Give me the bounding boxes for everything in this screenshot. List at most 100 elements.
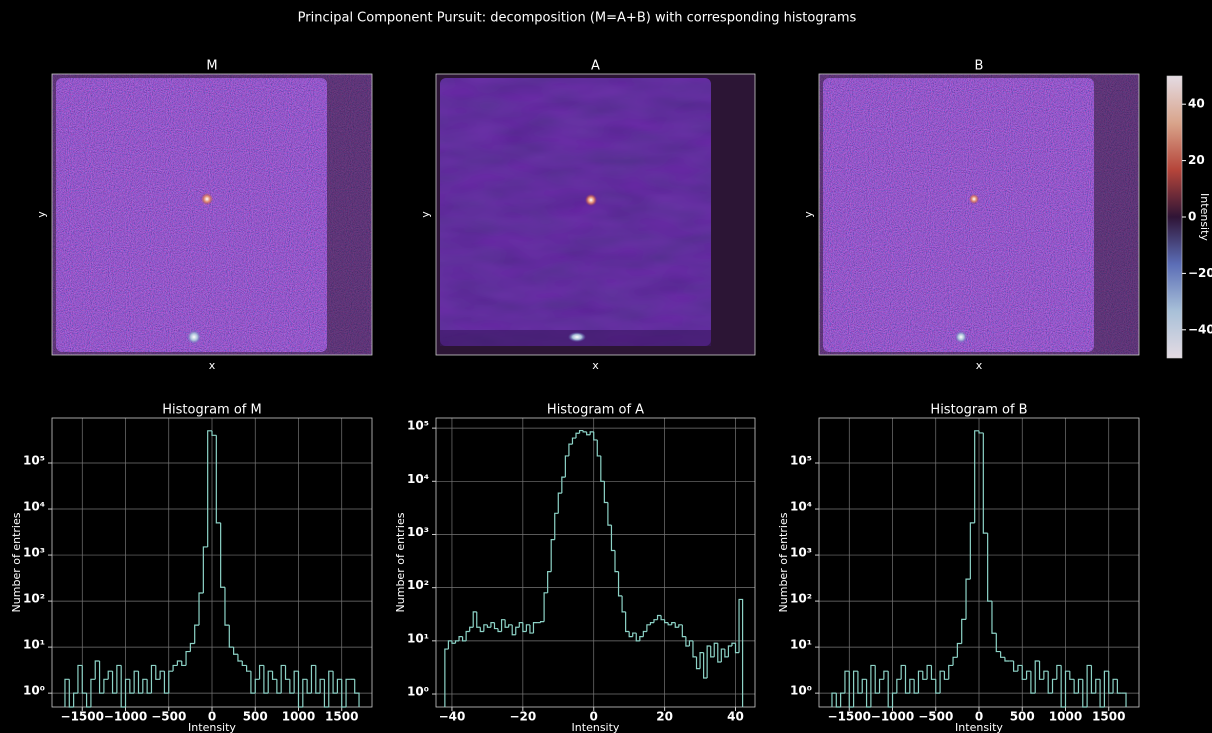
histogram-step [345, 678, 351, 707]
histogram-step [465, 630, 470, 641]
histogram-step [731, 642, 736, 646]
histogram-step [472, 611, 477, 628]
histogram-step [111, 671, 117, 694]
histogram-step [1121, 692, 1127, 707]
histogram-step [1095, 678, 1101, 694]
histogram-step [678, 624, 683, 628]
histogram-step [844, 670, 850, 694]
histogram-step [926, 664, 932, 680]
histogram-step [323, 679, 329, 708]
x-tick-label: 0 [590, 710, 598, 724]
histogram-step [525, 624, 530, 632]
histogram-step [995, 633, 1001, 653]
histogram-step [454, 640, 460, 644]
y-tick-label: 10⁴ [790, 500, 812, 514]
axes-frame [435, 73, 756, 356]
x-tick-label: −1500 [828, 710, 871, 724]
histogram-step [738, 598, 744, 707]
histogram-step [354, 679, 360, 707]
histogram-step [935, 679, 941, 694]
histogram-step [699, 652, 704, 669]
histogram-step [73, 692, 78, 707]
histogram-step [94, 660, 100, 680]
histogram-step [956, 642, 962, 658]
histogram-step [891, 692, 897, 707]
histogram-step [1099, 679, 1105, 708]
x-tick-label: −1500 [61, 710, 104, 724]
histogram-step [258, 664, 264, 680]
histogram-step [943, 671, 949, 680]
x-tick-label: −40 [439, 710, 466, 724]
histogram-step [508, 624, 513, 628]
histogram-step [328, 670, 334, 707]
histogram-step [952, 656, 958, 666]
histogram-step [271, 671, 277, 680]
histogram-step [667, 622, 672, 626]
x-tick-label: 20 [656, 710, 673, 724]
histogram-step [254, 678, 260, 694]
histogram-step [831, 692, 837, 707]
histogram-step [1047, 671, 1053, 694]
histogram-step [939, 670, 945, 694]
histogram-step [68, 679, 74, 708]
histogram-step [332, 671, 338, 694]
histogram-step [284, 665, 290, 680]
histogram-step [948, 664, 954, 680]
histogram-step [586, 431, 591, 436]
histogram-step [913, 679, 919, 694]
x-tick-label: −1000 [104, 710, 147, 724]
histogram-step [978, 430, 984, 434]
x-axis-label: x [976, 359, 983, 372]
histogram-step [965, 578, 971, 620]
y-tick-label: 10⁵ [23, 454, 45, 468]
histogram-step [120, 665, 126, 708]
histogram-step [237, 654, 243, 662]
axes-frame [818, 73, 1140, 356]
histogram-step [547, 571, 552, 593]
x-tick-label: 40 [727, 710, 744, 724]
x-axis-label: Intensity [955, 721, 1003, 733]
histogram-step [129, 679, 135, 694]
axes-frame [818, 417, 1140, 708]
histogram-step [628, 631, 633, 638]
y-axis-label: y [802, 211, 815, 218]
histogram-step [1073, 679, 1079, 694]
histogram-step [461, 636, 467, 642]
x-tick-label: 1500 [325, 710, 358, 724]
histogram-step [706, 645, 711, 679]
axes-title: Histogram of B [930, 403, 1027, 418]
histogram-step [1056, 664, 1062, 680]
histogram-step [582, 430, 587, 433]
histogram-step [674, 622, 679, 628]
histogram-step [575, 432, 580, 439]
histogram-step [228, 625, 234, 648]
histogram-step [159, 670, 165, 680]
histogram-step [656, 614, 662, 620]
histogram-step [306, 679, 312, 694]
histogram-step [336, 678, 342, 694]
y-tick-label: 10⁰ [23, 684, 45, 698]
histogram-step [639, 636, 644, 641]
histogram-step [593, 431, 598, 441]
histogram-step [852, 670, 858, 707]
histogram-step [77, 664, 83, 694]
histogram-step [511, 624, 516, 636]
y-axis-label: Number of entries [394, 512, 407, 612]
histogram-step [81, 665, 87, 694]
histogram-step [146, 679, 152, 694]
histogram-step [909, 678, 915, 694]
histogram-step [280, 664, 286, 694]
axes-frame [51, 417, 373, 708]
histogram-step [607, 502, 612, 526]
histogram-step [458, 636, 463, 641]
histogram-step [539, 621, 545, 623]
histogram-step [211, 430, 217, 436]
histogram-step [660, 615, 665, 621]
histogram-step [215, 435, 221, 524]
histogram-step [490, 622, 495, 628]
y-tick-label: 10⁵ [790, 454, 812, 468]
histogram-step [1103, 670, 1109, 707]
image-b [819, 74, 1139, 355]
y-tick-label: 10² [790, 592, 812, 606]
histogram-step [189, 642, 195, 652]
